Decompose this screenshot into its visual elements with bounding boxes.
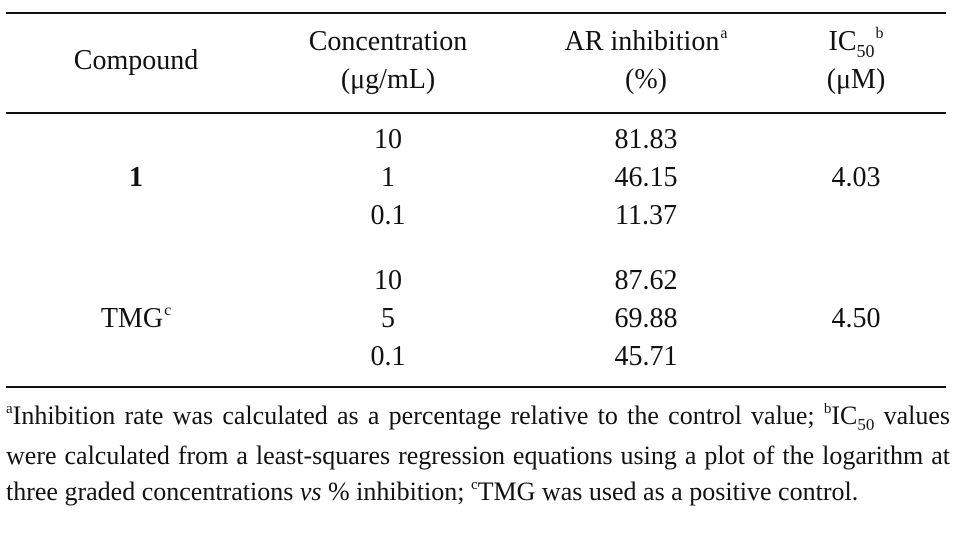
table-bottom-rule: [6, 386, 946, 388]
header-compound: Compound: [46, 43, 226, 79]
footnote-b-subscript: 50: [857, 415, 875, 434]
inhibition-cell: 45.71: [614, 341, 678, 372]
header-inhibition-footnote-mark: a: [720, 25, 728, 42]
inhibition-cell: 81.83: [614, 124, 678, 155]
header-inhibition: AR inhibitiona: [526, 24, 766, 64]
inhibition-cell: 11.37: [615, 200, 677, 231]
header-concentration-label: Concentration: [308, 26, 468, 57]
header-ic50-unit-label: (μM): [826, 64, 886, 95]
compound-footnote-mark: c: [164, 302, 172, 319]
concentration-cell: 10: [374, 124, 402, 155]
inhibition-cell: 69.88: [614, 303, 678, 334]
compound-label: 1: [129, 162, 143, 193]
concentration-cell: 5: [381, 303, 395, 334]
footnote-b-ic: IC: [831, 401, 858, 430]
footnote-a-text: Inhibition rate was calculated as a perc…: [12, 401, 824, 430]
ic50-cell: 4.03: [831, 162, 881, 193]
concentration-cell: 0.1: [370, 341, 406, 372]
concentration-cell: 10: [374, 265, 402, 296]
header-inhibition-unit: (%): [526, 62, 766, 98]
header-concentration: Concentration: [278, 24, 498, 60]
header-inhibition-unit-label: (%): [625, 64, 667, 95]
footnote-mark-c: c: [470, 477, 478, 493]
header-ic50-subscript: 50: [856, 41, 875, 61]
header-ic50: IC50b: [786, 24, 926, 64]
compound-label: TMG: [100, 303, 164, 334]
footnote-b-vs: vs: [299, 477, 322, 506]
compound-cell: 1: [46, 160, 226, 196]
footnote-b-text2: % inhibition;: [321, 477, 471, 506]
footnote-mark-a: a: [6, 401, 13, 417]
footnote-mark-b: b: [823, 401, 832, 417]
inhibition-cell: 46.15: [614, 162, 678, 193]
inhibition-cell: 87.62: [614, 265, 678, 296]
table-footnote: aInhibition rate was calculated as a per…: [6, 398, 950, 514]
table-top-rule: [6, 12, 946, 14]
concentration-cell: 0.1: [370, 200, 406, 231]
ic50-cell: 4.50: [831, 303, 881, 334]
footnote-c-text: TMG was used as a positive control.: [477, 477, 859, 506]
header-ic50-footnote-mark: b: [875, 25, 884, 42]
header-compound-label: Compound: [73, 45, 199, 76]
concentration-cell: 1: [381, 162, 395, 193]
header-ic50-prefix: IC: [828, 26, 857, 57]
table-header-rule: [6, 112, 946, 114]
header-inhibition-label: AR inhibition: [564, 26, 720, 57]
footnote-b-text: values were calculated from a least-squa…: [6, 401, 950, 506]
header-ic50-unit: (μM): [786, 62, 926, 98]
header-concentration-unit-label: (μg/mL): [340, 64, 436, 95]
header-concentration-unit: (μg/mL): [278, 62, 498, 98]
compound-cell: TMGc: [46, 301, 226, 341]
